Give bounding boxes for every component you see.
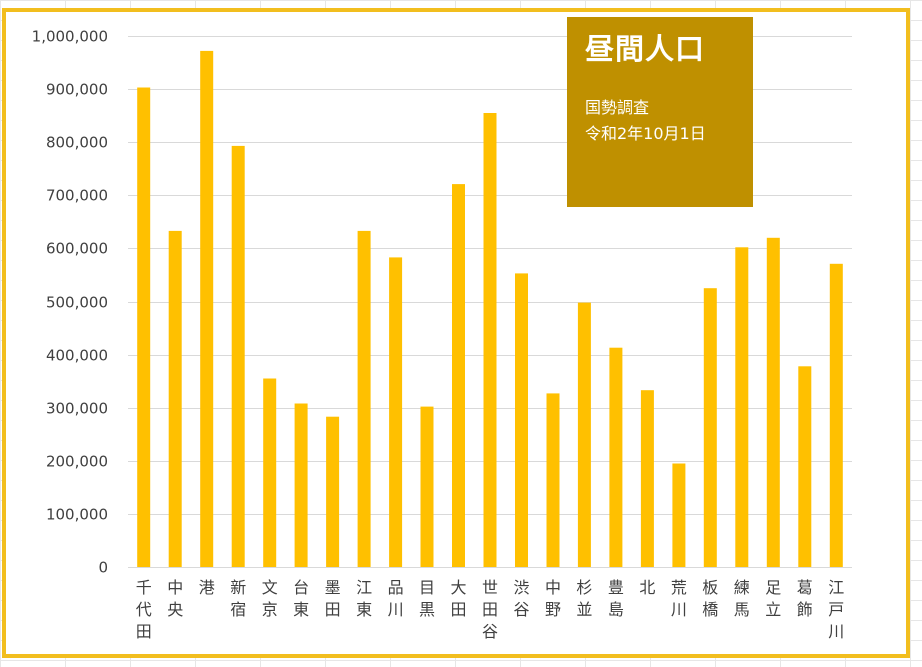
y-tick-label: 800,000: [46, 134, 108, 152]
bar-中央[interactable]: [168, 230, 182, 567]
bar-豊島[interactable]: [609, 347, 623, 567]
y-tick-label: 600,000: [46, 240, 108, 258]
x-tick-label: 豊島: [608, 578, 624, 619]
x-tick-label: 江戸川: [828, 578, 844, 641]
x-tick-label: 江東: [356, 578, 372, 619]
bar-大田[interactable]: [452, 184, 465, 567]
bar-江戸川[interactable]: [829, 263, 843, 567]
bar-杉並[interactable]: [577, 302, 591, 567]
y-axis-ticks: 0 100,000 200,000 300,000 400,000 500,000 600,…: [32, 28, 108, 577]
bar-板橋[interactable]: [703, 288, 717, 567]
chart-subtitle-survey: 国勢調査: [585, 98, 650, 117]
y-tick-label: 500,000: [46, 294, 108, 312]
bar-目黒[interactable]: [420, 406, 434, 567]
x-tick-label: 大田: [450, 578, 466, 619]
y-tick-label: 300,000: [46, 400, 108, 418]
chart-title-box: 昼間人口 国勢調査 令和2年10月1日: [567, 17, 753, 207]
bars: [137, 50, 843, 568]
x-tick-label: 墨田: [325, 578, 341, 619]
bar-港[interactable]: [200, 50, 214, 567]
y-tick-label: 700,000: [46, 187, 108, 205]
x-tick-label: 品川: [388, 578, 404, 619]
y-tick-label: 1,000,000: [32, 28, 108, 46]
bar-台東[interactable]: [294, 403, 308, 568]
x-tick-label: 荒川: [671, 578, 687, 619]
y-tick-label: 100,000: [46, 506, 108, 524]
x-tick-label: 中野: [545, 578, 561, 619]
x-tick-label: 北: [639, 578, 655, 597]
x-tick-label: 板橋: [702, 578, 718, 619]
x-tick-label: 葛飾: [797, 578, 813, 619]
bar-北[interactable]: [640, 390, 654, 567]
bar-世田谷[interactable]: [483, 113, 497, 567]
x-tick-label: 台東: [293, 578, 309, 619]
x-tick-label: 足立: [765, 578, 781, 619]
bar-荒川[interactable]: [672, 463, 686, 568]
x-tick-label: 千代田: [136, 578, 152, 641]
y-tick-label: 0: [98, 559, 108, 577]
chart-title: 昼間人口: [585, 32, 706, 66]
x-tick-label: 中央: [167, 578, 183, 619]
bar-千代田[interactable]: [137, 87, 151, 568]
x-tick-label: 渋谷: [513, 578, 529, 619]
x-tick-label: 杉並: [576, 578, 592, 619]
x-tick-label: 港: [199, 578, 215, 597]
x-tick-label: 目黒: [419, 578, 435, 619]
x-tick-label: 新宿: [230, 578, 246, 619]
bar-葛飾[interactable]: [798, 366, 812, 567]
y-tick-label: 200,000: [46, 453, 108, 471]
bar-品川[interactable]: [389, 257, 403, 567]
bar-足立[interactable]: [766, 237, 780, 568]
bar-渋谷[interactable]: [515, 273, 528, 567]
bar-江東[interactable]: [357, 230, 371, 567]
y-tick-label: 900,000: [46, 81, 108, 99]
bar-練馬[interactable]: [735, 247, 749, 568]
chart-subtitle-date: 令和2年10月1日: [585, 124, 706, 143]
bar-新宿[interactable]: [231, 145, 245, 567]
bar-文京[interactable]: [263, 378, 277, 568]
bar-中野[interactable]: [546, 393, 560, 567]
y-tick-label: 400,000: [46, 347, 108, 365]
x-tick-label: 世田谷: [482, 578, 498, 641]
x-tick-label: 文京: [262, 578, 278, 619]
bar-墨田[interactable]: [326, 416, 340, 567]
x-tick-label: 練馬: [734, 578, 750, 619]
